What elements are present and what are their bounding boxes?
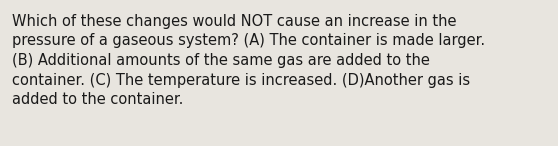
Text: (B) Additional amounts of the same gas are added to the: (B) Additional amounts of the same gas a… [12,53,430,68]
Text: pressure of a gaseous system? (A) The container is made larger.: pressure of a gaseous system? (A) The co… [12,33,485,48]
Text: added to the container.: added to the container. [12,92,184,107]
Text: container. (C) The temperature is increased. (D)Another gas is: container. (C) The temperature is increa… [12,73,470,87]
Text: Which of these changes would NOT cause an increase in the: Which of these changes would NOT cause a… [12,14,456,29]
